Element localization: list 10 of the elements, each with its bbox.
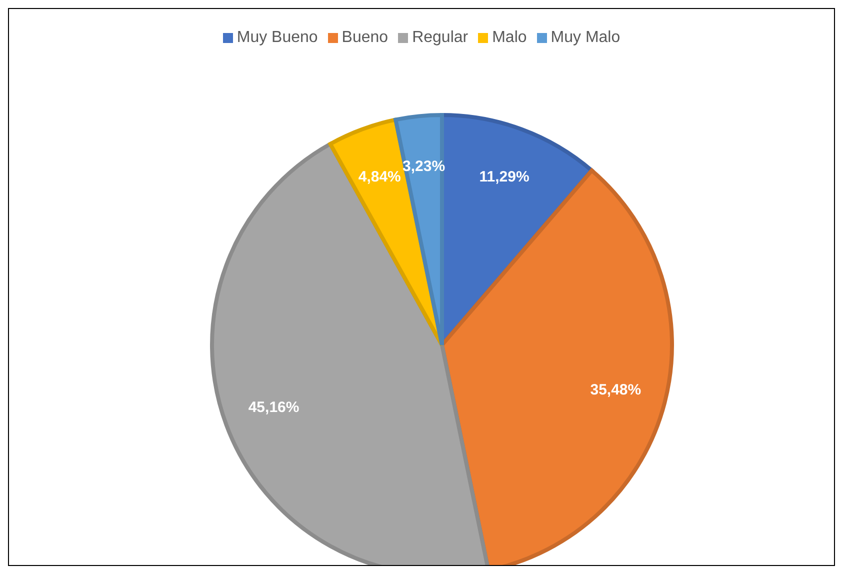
data-label: 11,29% xyxy=(479,168,530,186)
data-label: 3,23% xyxy=(402,158,446,176)
data-label: 35,48% xyxy=(590,381,642,398)
legend-label: Regular xyxy=(411,29,468,47)
data-label: 4,84% xyxy=(358,168,401,186)
legend-label: Muy Malo xyxy=(550,29,620,47)
legend-label: Muy Bueno xyxy=(236,29,318,47)
data-label: 45,16% xyxy=(248,398,300,416)
legend-label: Bueno xyxy=(340,29,388,47)
legend-label: Malo xyxy=(491,29,527,47)
